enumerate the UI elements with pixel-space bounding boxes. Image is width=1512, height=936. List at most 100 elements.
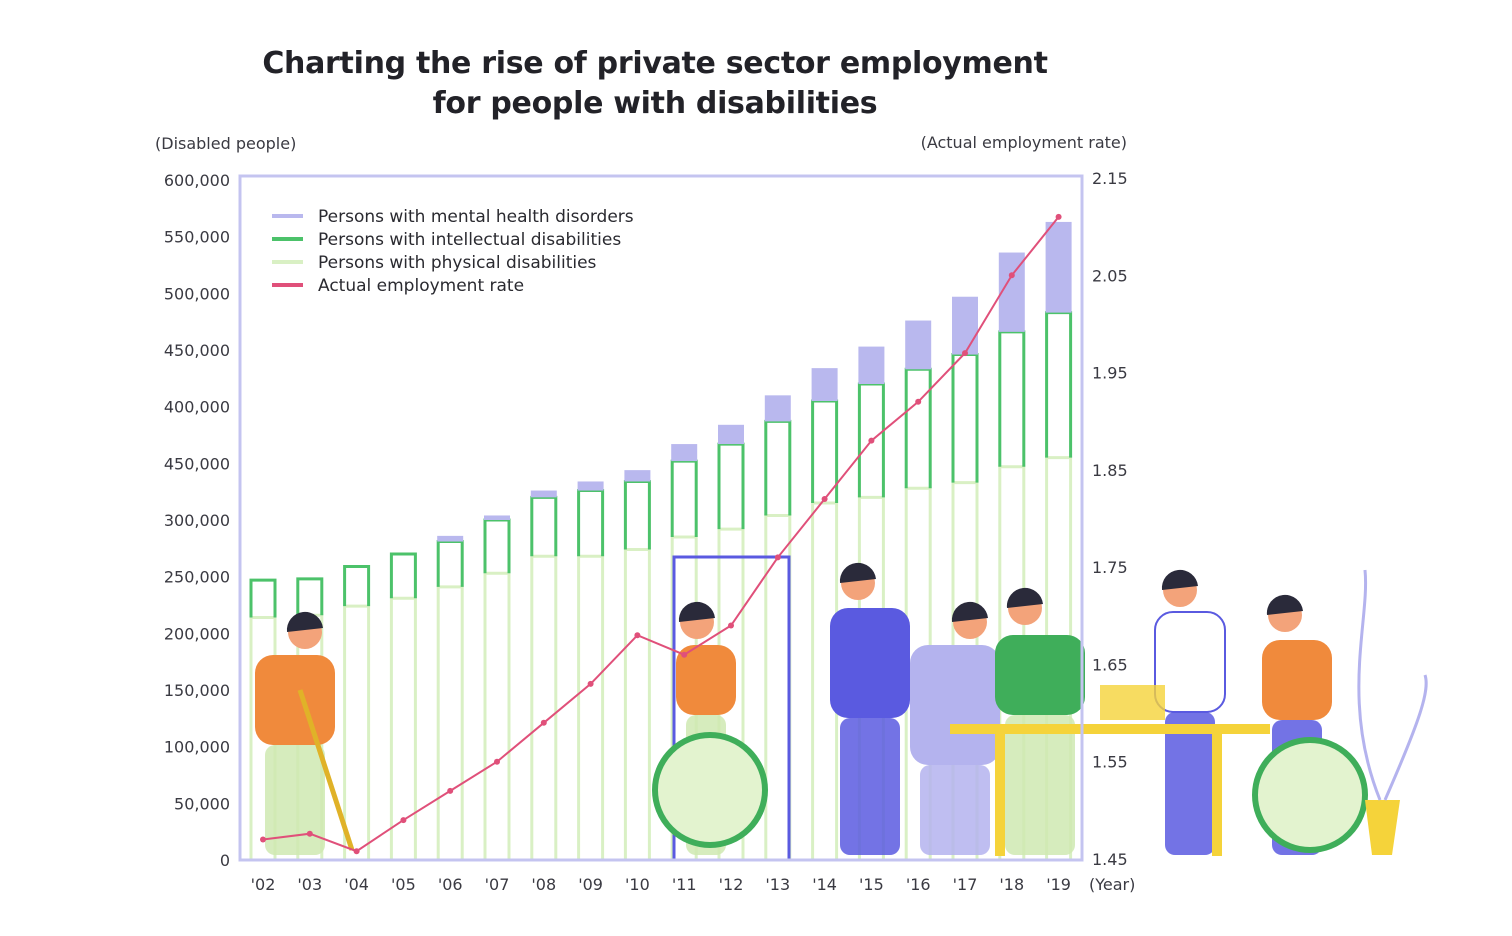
bar-mental	[858, 346, 885, 384]
y-tick-label: 500,000	[164, 284, 230, 303]
bar-group-07	[483, 515, 511, 860]
person-hair	[1266, 594, 1303, 615]
y-tick-label: 100,000	[164, 738, 230, 757]
x-tick-label: '10	[625, 875, 650, 894]
rate-point	[821, 496, 828, 503]
y2-tick-label: 2.15	[1092, 169, 1128, 188]
rate-point	[728, 622, 734, 629]
wheelchair-wheel	[652, 732, 768, 848]
legend: Persons with mental health disorders Pers…	[272, 207, 634, 296]
plot-frame	[238, 174, 1084, 862]
bar-mental	[811, 368, 838, 401]
table-leg	[1212, 734, 1222, 856]
bar-intellectual	[530, 495, 558, 557]
person-hair	[951, 601, 988, 622]
rate-point	[681, 651, 688, 658]
table-leg	[995, 734, 1005, 856]
person-body	[1262, 640, 1332, 720]
person-body	[830, 608, 910, 718]
bar-intellectual	[623, 479, 651, 550]
bar-group-09	[577, 481, 605, 860]
rate-point	[353, 848, 360, 855]
rate-point	[774, 554, 781, 561]
bar-intellectual	[577, 489, 605, 557]
x-tick-label: '17	[953, 875, 978, 894]
x-tick-label: '02	[251, 875, 276, 894]
bar-physical	[764, 513, 792, 860]
person-legs	[1005, 715, 1075, 855]
x-tick-label: '11	[672, 875, 697, 894]
bar-mental	[577, 481, 604, 491]
x-tick-label: '05	[391, 875, 416, 894]
y-tick-label: 550,000	[164, 228, 230, 247]
bar-mental	[905, 320, 932, 370]
bar-intellectual	[998, 330, 1026, 467]
x-tick-label: '14	[812, 875, 837, 894]
bar-mental	[952, 296, 978, 355]
y2-axis-label: (Actual employment rate)	[921, 133, 1127, 152]
bar-mental	[484, 515, 510, 520]
bar-mental	[437, 535, 464, 542]
rate-point	[1008, 272, 1015, 279]
rate-point	[447, 787, 454, 794]
bar-intellectual	[389, 552, 417, 599]
x-tick-label: '04	[344, 875, 369, 894]
title-line-1: Charting the rise of private sector empl…	[262, 46, 1048, 81]
person-hair	[286, 611, 323, 632]
legend-label: Persons with physical disabilities	[318, 253, 597, 273]
bar-intellectual	[343, 564, 371, 607]
x-tick-label: '19	[1046, 875, 1071, 894]
y-tick-label: 200,000	[164, 624, 230, 643]
bar-physical	[343, 604, 371, 860]
rate-point	[634, 632, 641, 639]
x-tick-label: '06	[438, 875, 463, 894]
rate-point	[306, 830, 313, 837]
bar-intellectual	[1045, 311, 1073, 458]
bar-group-10	[623, 470, 651, 860]
book-stack	[1100, 685, 1165, 720]
person-hair	[1161, 569, 1198, 590]
person-body	[676, 645, 736, 715]
rate-point	[915, 398, 922, 405]
rate-point	[868, 437, 875, 444]
rate-point	[962, 350, 968, 357]
y-tick-label: 50,000	[174, 794, 230, 813]
bar-group-08	[530, 490, 558, 860]
person-hair	[839, 562, 876, 583]
y-tick-label: 600,000	[164, 171, 230, 190]
rate-point	[494, 758, 500, 765]
bar-physical	[577, 554, 605, 860]
person-legs	[840, 718, 900, 855]
rate-point	[400, 817, 407, 824]
y2-tick-label: 1.55	[1092, 753, 1128, 772]
bar-intellectual	[296, 577, 324, 616]
rate-point	[587, 680, 594, 687]
bar-physical	[530, 554, 558, 860]
person-body	[1154, 611, 1226, 713]
y2-tick-label: 1.65	[1092, 655, 1128, 674]
bar-mental	[624, 470, 651, 482]
person-legs	[265, 745, 325, 855]
y2-tick-label: 2.05	[1092, 266, 1128, 285]
y-tick-label: 300,000	[164, 511, 230, 530]
x-tick-label: '13	[765, 875, 790, 894]
y-tick-label: 0	[220, 851, 230, 870]
person-body	[255, 655, 335, 745]
bar-intellectual	[670, 459, 698, 537]
bar-physical	[623, 547, 651, 860]
bar-group-04	[343, 564, 371, 860]
bar-group-05	[389, 552, 417, 860]
x-tick-label: '03	[297, 875, 322, 894]
bar-mental	[764, 395, 791, 422]
rate-line	[262, 216, 1060, 853]
y2-tick-label: 1.85	[1092, 461, 1128, 480]
y-tick-label: 150,000	[164, 681, 230, 700]
bar-mental	[530, 490, 557, 498]
bar-intellectual	[483, 518, 511, 574]
x-tick-label: '09	[578, 875, 603, 894]
y2-tick-label: 1.45	[1092, 850, 1128, 869]
person-hair	[678, 601, 715, 622]
rate-point	[540, 719, 547, 726]
bar-group-14	[811, 368, 839, 860]
